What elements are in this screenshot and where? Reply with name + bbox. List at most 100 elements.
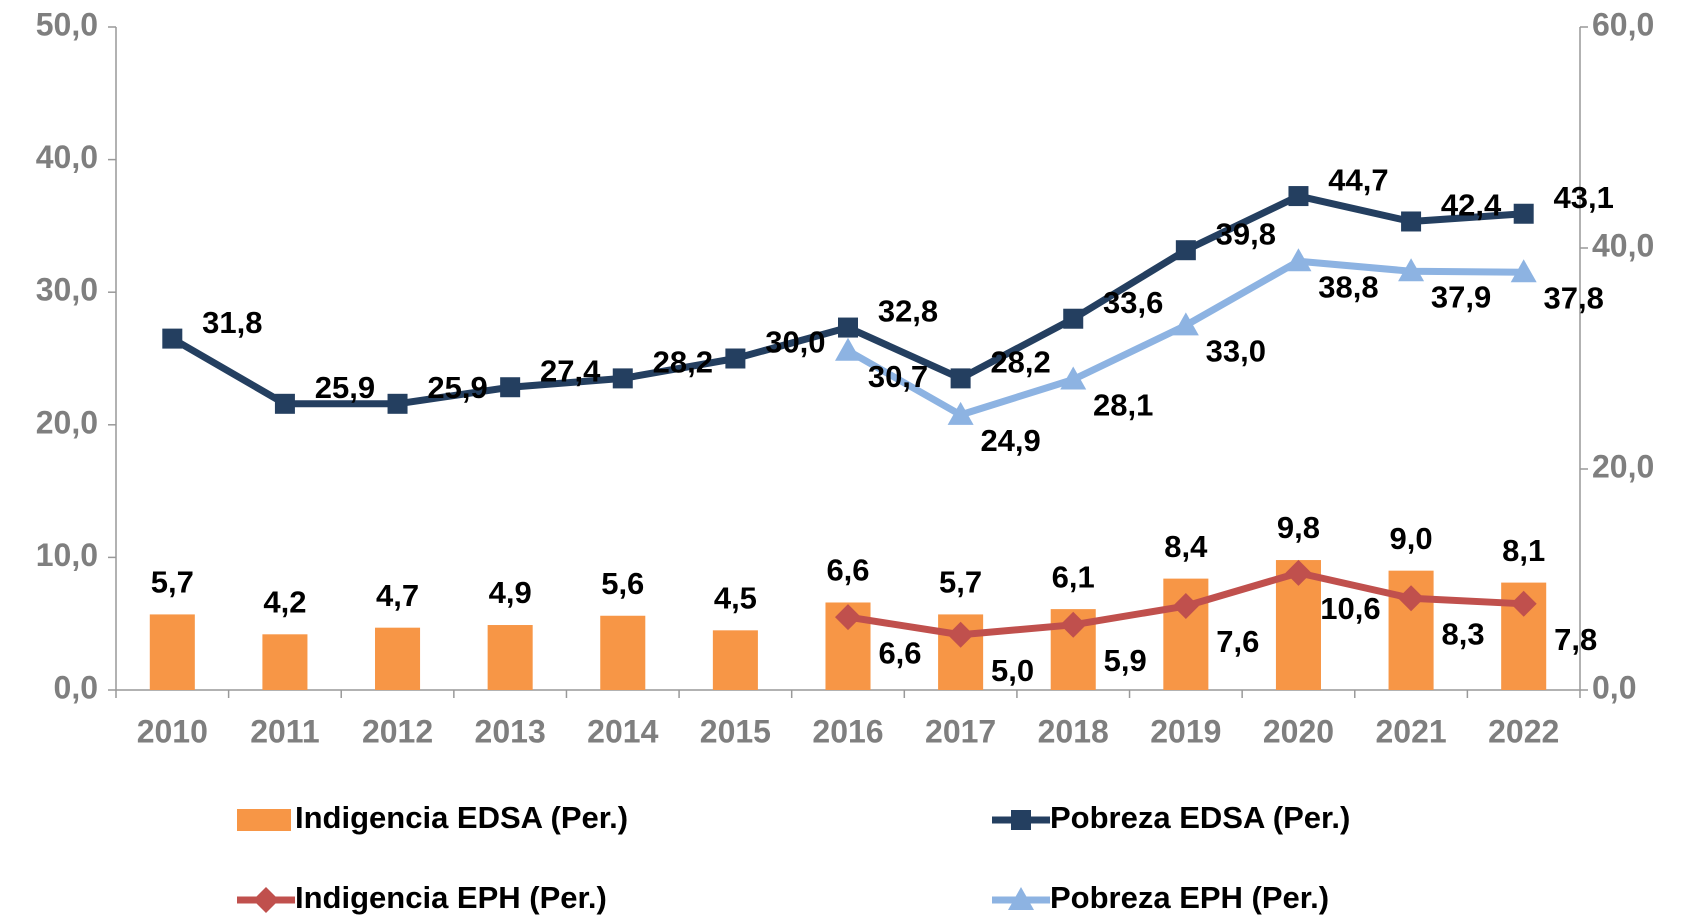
- bar-label: 5,6: [601, 566, 644, 601]
- line-label: 8,3: [1442, 616, 1485, 651]
- x-tick-label: 2018: [1038, 713, 1109, 749]
- x-tick-label: 2017: [925, 713, 996, 749]
- legend-marker: [1011, 810, 1031, 830]
- line-marker: [1398, 258, 1425, 282]
- legend-label: Indigencia EDSA (Per.): [295, 800, 628, 835]
- legend-label: Pobreza EDSA (Per.): [1050, 800, 1350, 835]
- line-marker: [1288, 186, 1309, 207]
- line-label: 39,8: [1216, 216, 1276, 251]
- bar-label: 4,9: [489, 575, 532, 610]
- line-label: 30,0: [765, 325, 825, 360]
- x-tick-label: 2022: [1488, 713, 1559, 749]
- line-label: 28,2: [990, 345, 1050, 380]
- y2-tick-label: 20,0: [1592, 448, 1654, 484]
- x-tick-label: 2020: [1263, 713, 1334, 749]
- line-label: 7,8: [1554, 622, 1597, 657]
- line-marker: [612, 368, 633, 389]
- bar: [375, 627, 421, 690]
- line-marker: [838, 317, 858, 338]
- line-marker: [1172, 312, 1199, 336]
- x-tick-label: 2021: [1375, 713, 1446, 749]
- line-marker: [387, 393, 408, 414]
- line-marker: [1398, 585, 1425, 612]
- line-label: 7,6: [1216, 624, 1259, 659]
- line-label: 37,9: [1431, 279, 1491, 314]
- legend-label: Pobreza EPH (Per.): [1050, 880, 1329, 915]
- bar-label: 5,7: [151, 565, 194, 600]
- bar-label: 4,7: [376, 578, 419, 613]
- line-marker: [1285, 248, 1312, 272]
- legend-swatch: [237, 809, 291, 831]
- bar-label: 8,1: [1502, 533, 1545, 568]
- bar: [487, 625, 533, 690]
- line-marker: [1060, 366, 1087, 390]
- line: [846, 257, 1524, 419]
- line-label: 33,0: [1206, 334, 1266, 369]
- y-tick-label: 50,0: [36, 6, 98, 42]
- line-label: 42,4: [1441, 188, 1502, 223]
- line-marker: [950, 368, 971, 389]
- bar-label: 5,7: [939, 565, 982, 600]
- line-marker: [947, 401, 974, 425]
- line-marker: [500, 377, 521, 398]
- x-tick-label: 2015: [700, 713, 771, 749]
- x-tick-label: 2011: [250, 713, 319, 749]
- line-marker: [1510, 590, 1537, 617]
- bar-label: 9,8: [1277, 510, 1320, 545]
- line-marker: [947, 621, 974, 648]
- x-tick-label: 2012: [362, 713, 433, 749]
- y-tick-label: 20,0: [36, 404, 98, 440]
- bar-label: 6,6: [826, 553, 869, 588]
- line-marker: [1285, 559, 1312, 586]
- line-label: 43,1: [1554, 180, 1614, 215]
- x-tick-label: 2019: [1150, 713, 1221, 749]
- line-label: 10,6: [1320, 591, 1380, 626]
- bar-label: 6,1: [1052, 559, 1095, 594]
- line-marker: [1063, 308, 1084, 329]
- y2-tick-label: 0,0: [1592, 669, 1636, 705]
- line-marker: [1172, 593, 1199, 620]
- line-label: 6,6: [878, 635, 921, 670]
- line-label: 33,6: [1103, 285, 1163, 320]
- bar: [262, 634, 308, 690]
- line-marker: [274, 393, 295, 414]
- x-tick-label: 2014: [587, 713, 658, 749]
- line-marker: [725, 348, 746, 369]
- line-label: 25,9: [315, 370, 375, 405]
- bar-label: 4,2: [263, 584, 306, 619]
- line-label: 31,8: [202, 305, 262, 340]
- x-tick-label: 2010: [137, 713, 208, 749]
- bar: [600, 615, 646, 690]
- y-tick-label: 0,0: [54, 669, 98, 705]
- line-marker: [1060, 611, 1087, 638]
- line-label: 24,9: [980, 423, 1040, 458]
- legend-marker: [1008, 887, 1034, 910]
- y2-tick-label: 60,0: [1592, 6, 1654, 42]
- bar-label: 8,4: [1164, 529, 1208, 564]
- line-label: 25,9: [427, 370, 487, 405]
- line-label: 32,8: [878, 294, 938, 329]
- bar-label: 9,0: [1390, 521, 1433, 556]
- line-marker: [1175, 240, 1196, 261]
- x-tick-label: 2016: [812, 713, 883, 749]
- x-tick-label: 2013: [475, 713, 546, 749]
- line-label: 38,8: [1318, 269, 1378, 304]
- bar-label: 4,5: [714, 581, 757, 616]
- line-label: 27,4: [540, 353, 601, 388]
- legend-marker: [253, 887, 279, 913]
- line-label: 28,2: [653, 345, 713, 380]
- line-label: 44,7: [1328, 162, 1388, 197]
- y-tick-label: 40,0: [36, 139, 98, 175]
- bar: [712, 630, 758, 690]
- line-label: 5,9: [1104, 643, 1147, 678]
- line-marker: [1401, 211, 1422, 232]
- line-label: 37,8: [1544, 280, 1604, 315]
- line-marker: [835, 337, 861, 361]
- legend-label: Indigencia EPH (Per.): [295, 880, 607, 915]
- line-label: 30,7: [868, 359, 928, 394]
- line-marker: [835, 604, 861, 631]
- y-tick-label: 10,0: [36, 537, 98, 573]
- bar: [149, 614, 195, 690]
- line-marker: [162, 328, 183, 349]
